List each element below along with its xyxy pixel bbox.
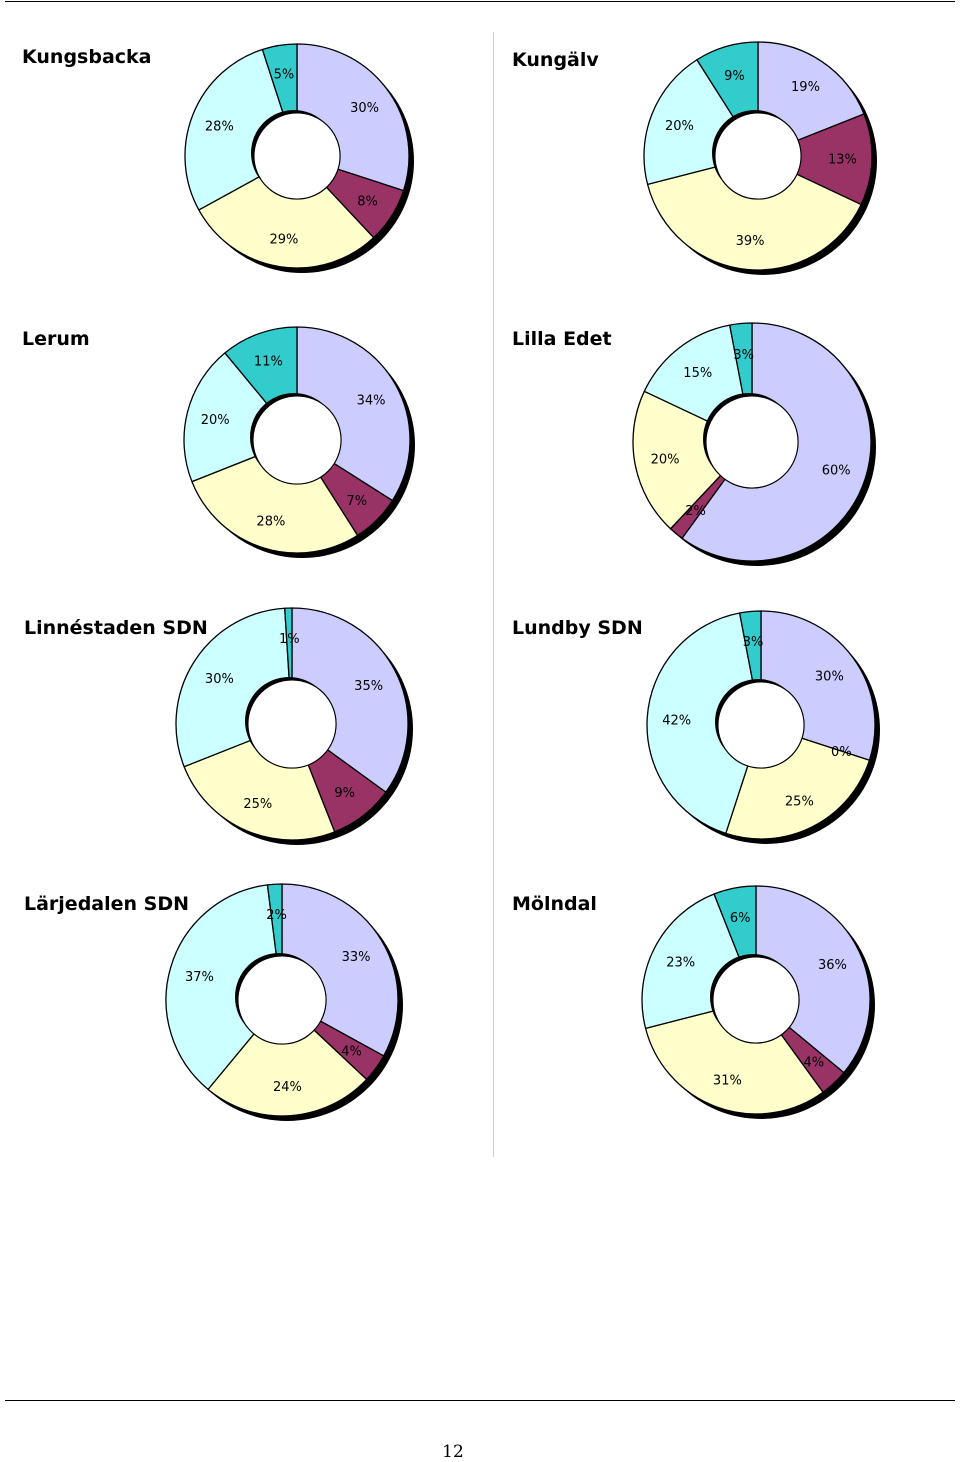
donut-hole: [705, 395, 799, 489]
slice-label: 2%: [685, 504, 706, 519]
chart-title: Lerum: [22, 328, 90, 350]
slice-label: 3%: [743, 635, 764, 650]
slice-label: 9%: [334, 786, 355, 801]
slice-label: 15%: [683, 366, 712, 381]
donut-chart: Lundby SDN 30% 0% 25% 42% 3%: [512, 610, 880, 844]
slice-label: 3%: [733, 348, 754, 363]
donut-chart: Lärjedalen SDN 33% 4% 24% 37% 2%: [24, 883, 403, 1121]
slice-label: 30%: [815, 669, 844, 684]
slice-label: 2%: [266, 908, 287, 923]
slice-label: 20%: [665, 119, 694, 134]
donut-hole: [712, 956, 800, 1044]
slice-label: 4%: [341, 1045, 362, 1060]
donut-chart: Kungälv 19% 13% 39% 20% 9%: [512, 41, 877, 275]
slice-label: 37%: [185, 970, 214, 985]
top-rule: [5, 1, 955, 2]
slice-label: 30%: [350, 101, 379, 116]
donut-hole: [717, 681, 805, 769]
slice-label: 0%: [831, 745, 852, 760]
slice-label: 8%: [357, 195, 378, 210]
bottom-rule: [5, 1400, 955, 1401]
donut-chart: Kungsbacka 30% 8% 29% 28% 5%: [22, 43, 414, 273]
slice-label: 33%: [342, 950, 371, 965]
donut-hole: [247, 679, 337, 769]
chart-title: Mölndal: [512, 893, 597, 915]
chart-title: Kungälv: [512, 49, 599, 71]
slice-label: 60%: [822, 463, 851, 478]
slice-label: 24%: [273, 1080, 302, 1095]
donut-chart: Lilla Edet 60% 2% 20% 15% 3%: [512, 322, 876, 566]
slice-label: 36%: [818, 958, 847, 973]
slice-label: 13%: [828, 153, 857, 168]
chart-title: Lilla Edet: [512, 328, 612, 350]
slice-label: 28%: [205, 119, 234, 134]
donut-chart: Lerum 34% 7% 28% 20% 11%: [22, 326, 415, 558]
slice-label: 28%: [256, 514, 285, 529]
page-number: 12: [442, 1442, 464, 1462]
donut-hole: [714, 112, 802, 200]
slice-label: 1%: [279, 632, 300, 647]
donut-hole: [253, 112, 341, 200]
slice-label: 6%: [730, 911, 751, 926]
slice-label: 20%: [651, 453, 680, 468]
slice-label: 25%: [243, 797, 272, 812]
donut-chart: Mölndal 36% 4% 31% 23% 6%: [512, 885, 875, 1119]
chart-title: Lärjedalen SDN: [24, 893, 189, 915]
column-divider: [493, 32, 494, 1157]
slice-label: 11%: [254, 354, 283, 369]
chart-title: Kungsbacka: [22, 46, 152, 68]
donut-hole: [237, 955, 327, 1045]
slice-label: 5%: [274, 68, 295, 83]
slice-label: 35%: [354, 679, 383, 694]
slice-label: 39%: [736, 234, 765, 249]
donut-hole: [252, 395, 342, 485]
chart-title: Linnéstaden SDN: [24, 617, 208, 639]
slice-label: 7%: [346, 494, 367, 509]
slice-label: 23%: [666, 956, 695, 971]
slice-label: 29%: [269, 232, 298, 247]
slice-label: 9%: [724, 69, 745, 84]
slice-label: 30%: [205, 672, 234, 687]
slice-label: 31%: [713, 1074, 742, 1089]
donut-chart: Linnéstaden SDN 35% 9% 25% 30% 1%: [24, 607, 413, 845]
slice-label: 19%: [791, 80, 820, 95]
slice-label: 25%: [785, 794, 814, 809]
slice-label: 20%: [201, 413, 230, 428]
chart-title: Lundby SDN: [512, 617, 643, 639]
slice-label: 42%: [662, 714, 691, 729]
slice-label: 34%: [357, 393, 386, 408]
slice-label: 4%: [804, 1056, 825, 1071]
